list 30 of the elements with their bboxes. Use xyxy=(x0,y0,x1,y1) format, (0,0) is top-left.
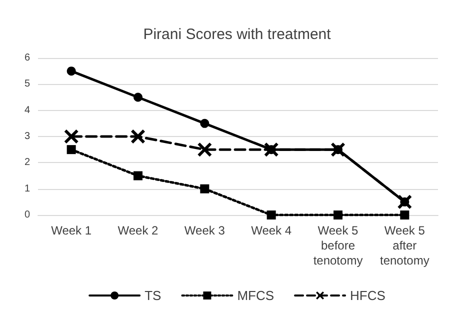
point xyxy=(398,194,412,209)
point xyxy=(134,92,142,102)
point xyxy=(198,142,212,157)
point xyxy=(200,118,210,128)
point xyxy=(64,130,78,144)
x-tick-label: Week 5 before tenotomy xyxy=(313,224,363,268)
y-tick-label: 2 xyxy=(24,157,30,168)
x-tick-label: Week 4 xyxy=(251,224,292,238)
x-tick-label: Week 2 xyxy=(118,224,159,238)
chart-title: Pirani Scores with treatment xyxy=(143,26,332,43)
y-tick-label: 3 xyxy=(24,131,30,142)
point xyxy=(334,210,342,220)
legend-label: HFCS xyxy=(350,288,386,303)
x-tick-label: Week 5 after tenotomy xyxy=(380,224,430,268)
x-tick-label: Week 1 xyxy=(51,224,92,238)
point xyxy=(400,210,410,220)
legend-label: MFCS xyxy=(237,288,274,303)
legend-label: TS xyxy=(144,288,162,303)
y-tick-label: 1 xyxy=(24,183,30,194)
point xyxy=(134,171,142,180)
y-tick-label: 5 xyxy=(24,78,30,90)
y-tick-label: 0 xyxy=(24,210,30,220)
point xyxy=(266,210,276,220)
point xyxy=(66,66,76,76)
point xyxy=(200,184,210,194)
point xyxy=(131,130,145,144)
y-tick-label: 4 xyxy=(24,104,30,116)
x-tick-label: Week 3 xyxy=(184,224,226,238)
y-tick-label: 6 xyxy=(24,52,30,64)
point xyxy=(66,145,76,154)
